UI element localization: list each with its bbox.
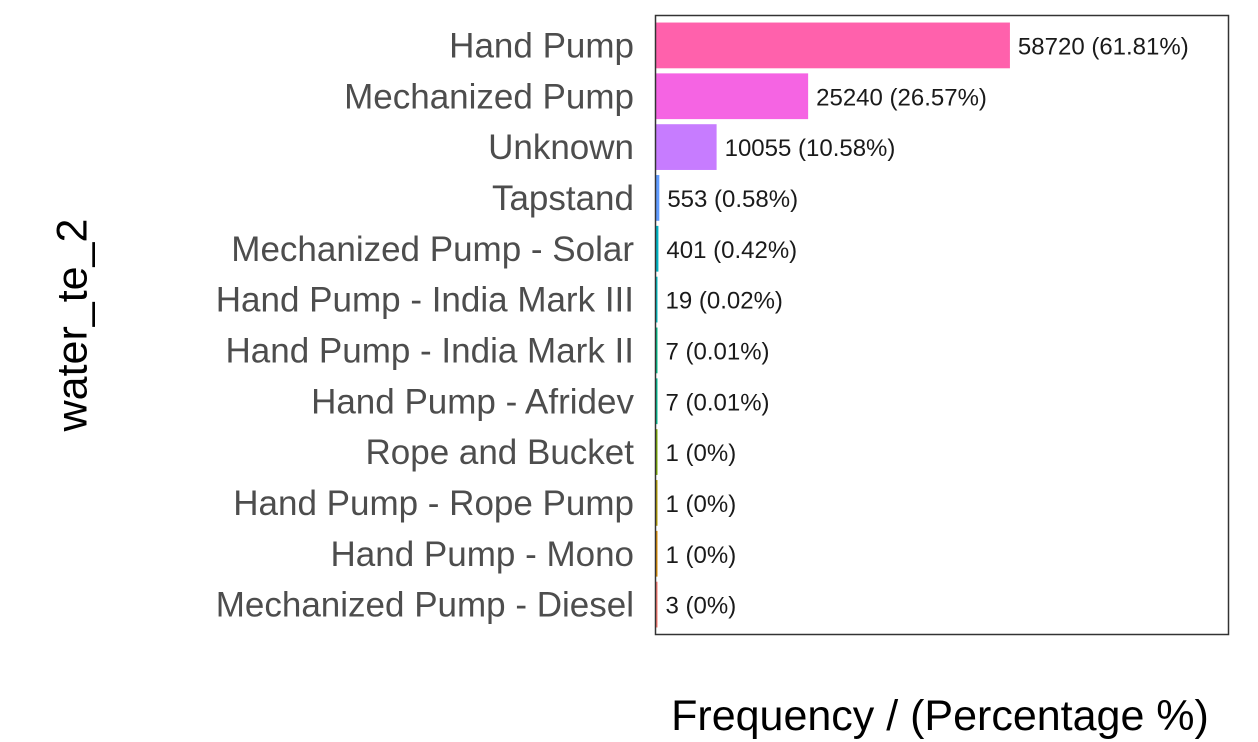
data-label: 1 (0%): [666, 440, 737, 467]
y-tick-label: Hand Pump - India Mark II: [226, 331, 635, 370]
bars-layer: [656, 22, 1010, 628]
y-tick-label: Hand Pump - Afridev: [311, 382, 634, 421]
data-label: 19 (0.02%): [666, 288, 783, 315]
data-label: 1 (0%): [666, 542, 737, 569]
y-tick-label: Hand Pump - Rope Pump: [233, 484, 634, 523]
y-tick-label: Tapstand: [492, 179, 634, 218]
data-labels: 58720 (61.81%) 25240 (26.57%) 10055 (10.58…: [666, 33, 1189, 619]
bar: [656, 124, 717, 170]
y-tick-label: Mechanized Pump - Solar: [231, 230, 634, 269]
y-tick-label: Hand Pump - India Mark III: [216, 281, 634, 320]
y-tick-label: Mechanized Pump - Diesel: [216, 586, 634, 625]
bar: [656, 175, 660, 221]
y-axis-title: water_te_2: [48, 219, 96, 433]
data-label: 1 (0%): [666, 491, 737, 518]
bar: [656, 327, 658, 374]
y-tick-label: Rope and Bucket: [365, 433, 634, 472]
bar: [656, 581, 658, 628]
y-tick-label: Unknown: [488, 128, 634, 167]
data-label: 25240 (26.57%): [816, 84, 987, 111]
y-tick-label: Hand Pump - Mono: [331, 535, 634, 574]
y-tick-label: Hand Pump: [449, 26, 634, 65]
data-label: 58720 (61.81%): [1018, 33, 1189, 60]
bar: [656, 480, 658, 526]
bar: [656, 378, 658, 425]
y-tick-labels: Hand Pump Mechanized Pump Unknown Tapstand M…: [216, 26, 635, 624]
plot-panel-border: [654, 14, 1230, 636]
data-label: 401 (0.42%): [666, 237, 797, 264]
bar: [656, 276, 658, 323]
x-axis-title: Frequency / (Percentage %): [671, 692, 1209, 740]
data-label: 3 (0%): [666, 593, 737, 620]
data-label: 553 (0.58%): [667, 186, 798, 213]
bar: [656, 22, 1010, 69]
data-label: 7 (0.01%): [666, 338, 770, 365]
bar: [656, 225, 659, 272]
data-label: 7 (0.01%): [666, 389, 770, 416]
bar: [656, 429, 658, 475]
bar: [656, 530, 658, 577]
bar: [656, 73, 809, 120]
data-label: 10055 (10.58%): [725, 135, 896, 162]
y-tick-label: Mechanized Pump: [344, 77, 634, 116]
